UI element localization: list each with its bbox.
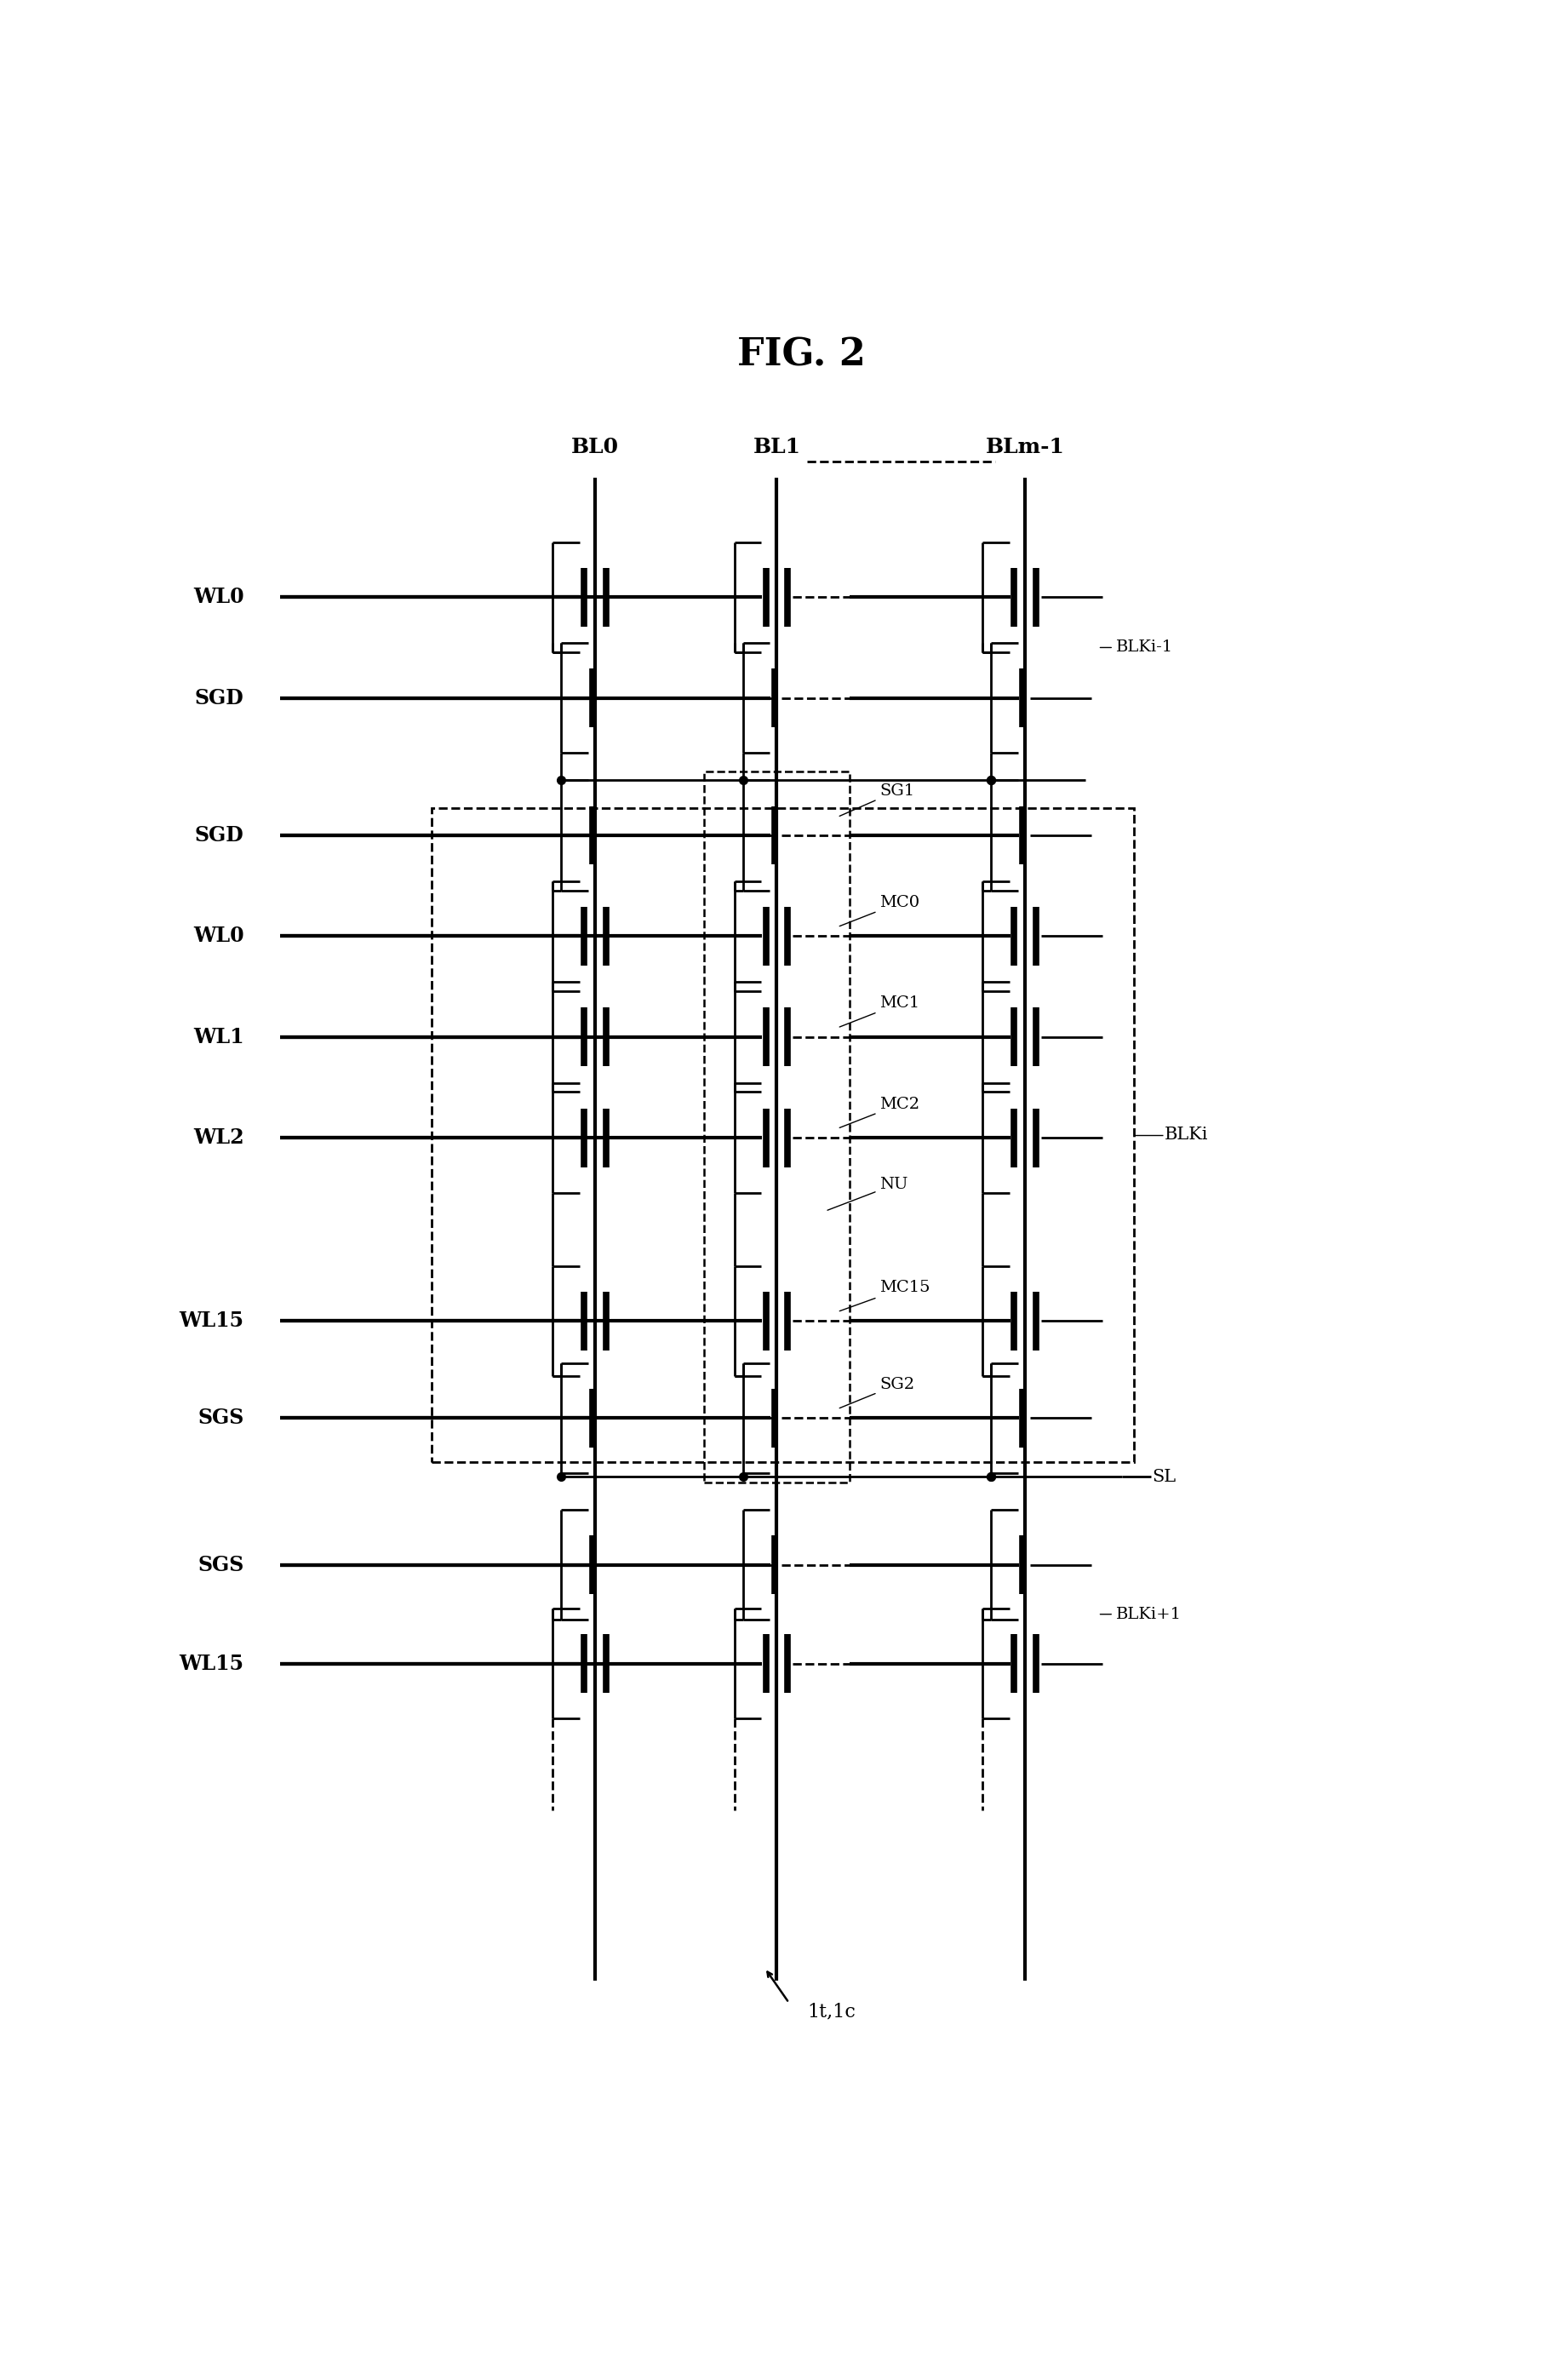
Text: SG2: SG2 xyxy=(839,1378,914,1409)
Text: BLKi-1: BLKi-1 xyxy=(1100,640,1174,654)
Bar xyxy=(705,771,850,1483)
Text: MC15: MC15 xyxy=(839,1280,930,1311)
Text: WL1: WL1 xyxy=(194,1026,244,1047)
Bar xyxy=(431,807,1135,1461)
Text: WL2: WL2 xyxy=(194,1128,244,1147)
Text: SGD: SGD xyxy=(195,688,244,709)
Text: WL15: WL15 xyxy=(180,1311,244,1330)
Text: FIG. 2: FIG. 2 xyxy=(736,338,866,374)
Text: BLKi: BLKi xyxy=(1164,1126,1208,1142)
Text: WL0: WL0 xyxy=(194,926,244,947)
Text: SG1: SG1 xyxy=(839,783,914,816)
Text: SL: SL xyxy=(1152,1468,1177,1485)
Text: MC2: MC2 xyxy=(839,1097,921,1128)
Text: SGS: SGS xyxy=(197,1409,244,1428)
Text: WL15: WL15 xyxy=(180,1654,244,1673)
Text: BLm-1: BLm-1 xyxy=(986,436,1064,457)
Text: BL1: BL1 xyxy=(753,436,800,457)
Text: MC1: MC1 xyxy=(839,995,921,1026)
Text: SGD: SGD xyxy=(195,826,244,845)
Text: BLKi+1: BLKi+1 xyxy=(1100,1607,1182,1621)
Text: WL0: WL0 xyxy=(194,588,244,607)
Text: 1t,1c: 1t,1c xyxy=(807,2002,855,2021)
Text: NU: NU xyxy=(827,1178,908,1209)
Text: BL0: BL0 xyxy=(570,436,619,457)
Text: MC0: MC0 xyxy=(839,895,921,926)
Text: SGS: SGS xyxy=(197,1554,244,1576)
